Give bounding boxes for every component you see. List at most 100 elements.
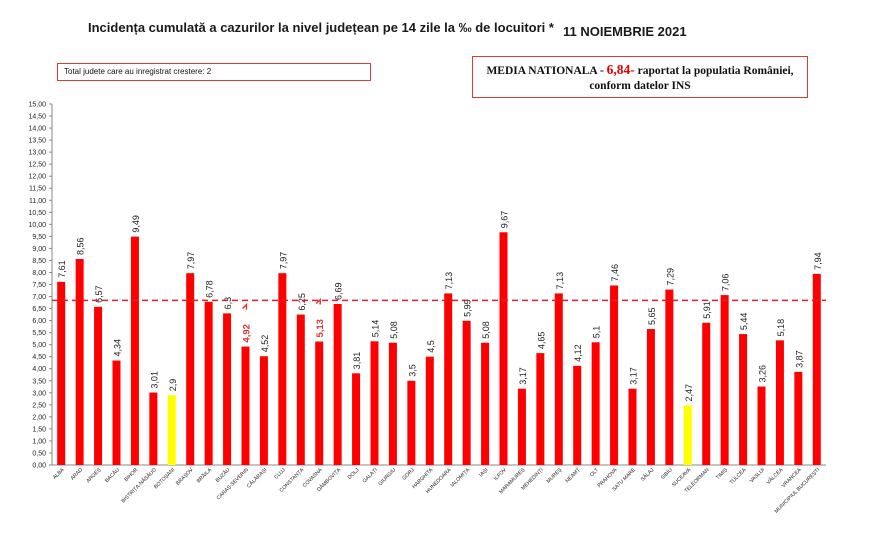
bar-38	[757, 386, 766, 465]
bar-value-label: 3,17	[518, 367, 528, 385]
bar-1	[75, 258, 84, 465]
y-tick-label: 12,00	[28, 174, 46, 181]
bar-15	[333, 303, 342, 465]
bar-value-label: 5,13	[315, 319, 326, 338]
y-tick-label: 7,50	[32, 282, 46, 289]
bar-30	[610, 285, 619, 465]
report-date: 11 NOIEMBRIE 2021	[563, 24, 687, 39]
category-label: IAȘI	[478, 467, 489, 478]
category-label: IALOMIȚA	[450, 467, 472, 489]
bar-value-label: 5,08	[481, 321, 491, 339]
bar-25	[517, 388, 526, 465]
bar-value-label: 5,91	[702, 301, 712, 319]
bar-4	[130, 236, 139, 465]
bar-value-label: 5,44	[739, 313, 749, 331]
y-tick-label: 5,50	[32, 330, 46, 337]
y-tick-label: 0,00	[32, 463, 46, 470]
national-average-box: MEDIA NATIONALA - 6,84- raportat la popu…	[472, 56, 808, 98]
bar-29	[591, 342, 600, 465]
bar-19	[407, 380, 416, 465]
bar-9	[223, 313, 232, 465]
national-average-source: conform datelor INS	[589, 80, 691, 92]
bar-value-label: 7,29	[665, 268, 675, 286]
bar-11	[259, 356, 268, 465]
y-tick-label: 2,00	[32, 414, 46, 421]
bar-27	[554, 293, 563, 465]
national-average-prefix: MEDIA NATIONALA -	[486, 65, 604, 77]
bar-36	[720, 295, 729, 465]
bar-value-label: 4,92	[242, 324, 253, 343]
category-label: BRAȘOV	[175, 467, 195, 487]
y-tick-label: 10,00	[28, 222, 46, 229]
y-tick-label: 4,00	[32, 366, 46, 373]
y-tick-label: 3,00	[32, 390, 46, 397]
bar-value-label: 4,65	[536, 332, 546, 350]
category-label: BACĂU	[103, 466, 121, 484]
y-tick-label: 13,00	[28, 150, 46, 157]
category-label: BUZĂU	[214, 466, 232, 484]
bar-value-label: 7,97	[278, 252, 288, 270]
category-label: ARGEȘ	[85, 467, 102, 484]
category-label: BIHOR	[123, 467, 139, 483]
national-average-value: 6,84-	[606, 62, 635, 77]
category-label: DOLJ	[347, 467, 361, 481]
category-label: CĂLĂRAȘI	[245, 466, 268, 489]
bar-value-label: 7,94	[813, 252, 823, 270]
category-label: CLUJ	[273, 467, 287, 481]
bar-28	[573, 365, 582, 465]
bar-value-label: 3,5	[407, 364, 417, 377]
y-tick-label: 4,50	[32, 354, 46, 361]
bar-12	[278, 273, 287, 465]
category-label: NEAMȚ	[565, 467, 583, 485]
y-tick-label: 14,50	[28, 114, 46, 121]
bar-value-label: 7,46	[610, 264, 620, 282]
bar-value-label: 5,14	[371, 320, 381, 338]
increase-arrow-icon	[242, 302, 248, 310]
bar-22	[462, 320, 471, 465]
bar-value-label: 5,1	[592, 326, 602, 339]
bar-value-label: 4,5	[426, 340, 436, 353]
category-label: ILFOV	[493, 467, 508, 482]
bar-17	[370, 341, 379, 465]
bar-40	[794, 371, 803, 465]
y-tick-label: 12,50	[28, 162, 46, 169]
y-tick-label: 7,00	[32, 294, 46, 301]
bar-7	[186, 273, 195, 465]
y-tick-label: 8,50	[32, 258, 46, 265]
bar-value-label: 3,26	[758, 365, 768, 383]
y-tick-label: 1,00	[32, 438, 46, 445]
y-tick-label: 15,00	[28, 102, 46, 109]
y-tick-label: 10,50	[28, 210, 46, 217]
bar-14	[315, 341, 324, 465]
bar-23	[481, 342, 490, 465]
bar-13	[296, 314, 305, 465]
y-tick-label: 6,00	[32, 318, 46, 325]
bar-39	[775, 340, 784, 465]
category-label: GIURGIU	[377, 467, 397, 487]
bar-37	[739, 334, 748, 465]
y-tick-label: 13,50	[28, 138, 46, 145]
bar-value-label: 3,87	[794, 350, 804, 368]
bar-value-label: 4,34	[113, 339, 123, 357]
bar-2	[94, 306, 103, 465]
bar-26	[536, 353, 545, 465]
bar-3	[112, 360, 121, 465]
category-label: GALAȚI	[362, 467, 379, 484]
bar-32	[646, 329, 655, 465]
bar-value-label: 7,13	[555, 272, 565, 290]
category-label: ARAD	[70, 467, 85, 482]
y-tick-label: 8,00	[32, 270, 46, 277]
bar-18	[388, 342, 397, 465]
bar-value-label: 8,56	[76, 237, 86, 255]
bar-value-label: 5,99	[463, 299, 473, 317]
y-tick-label: 6,50	[32, 306, 46, 313]
bar-35	[702, 322, 711, 465]
bar-value-label: 7,97	[186, 252, 196, 270]
bar-value-label: 7,13	[444, 272, 454, 290]
bar-value-label: 3,01	[149, 371, 159, 389]
category-label: BISTRIȚA-NĂSĂUD	[120, 466, 158, 504]
bar-value-label: 6,78	[205, 280, 215, 298]
bar-value-label: 6,3	[223, 297, 233, 310]
bar-34	[683, 405, 692, 465]
